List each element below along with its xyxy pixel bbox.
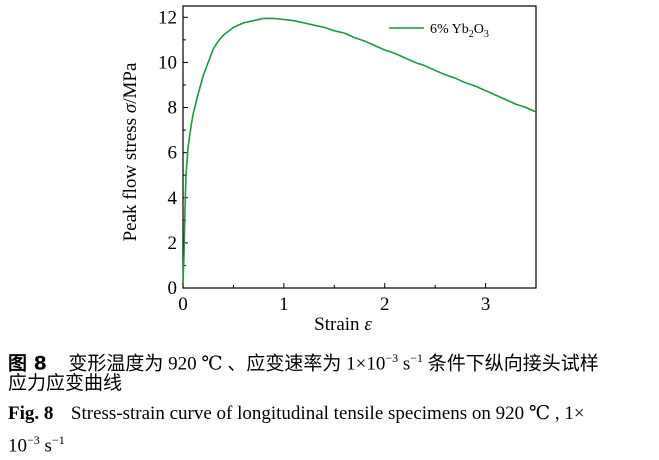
legend-label: 6% Yb2O3 <box>430 22 489 40</box>
caption-cn-line1: 图 8 变形温度为 920 ℃ 、应变速率为 1×10−3 s−1 条件下纵向接… <box>8 346 599 376</box>
caption-cn-rest: 条件下纵向接头试样 <box>423 353 599 375</box>
y-tick-label: 0 <box>168 278 178 299</box>
legend: 6% Yb2O3 <box>389 22 489 40</box>
series-layer <box>182 17 537 284</box>
caption-en-unit: s <box>39 435 52 457</box>
plot-frame <box>182 5 537 289</box>
caption-en-text: Stress-strain curve of longitudinal tens… <box>70 403 585 424</box>
y-axis-label: Peak flow stress σ/MPa <box>120 62 141 241</box>
caption-cn-unit: s <box>398 353 411 375</box>
axes <box>182 5 537 289</box>
x-tick-label: 3 <box>481 294 491 315</box>
caption-cn-text: 变形温度为 920 ℃ 、应变速率为 1×10 <box>68 353 386 375</box>
caption-cn-line2: 应力应变曲线 <box>8 373 123 394</box>
x-tick-label: 0 <box>178 294 188 315</box>
y-tick-label: 12 <box>158 7 177 28</box>
caption-en-line1: Fig. 8 Stress-strain curve of longitudin… <box>8 402 585 426</box>
caption-en-unit-exp: −1 <box>51 433 65 447</box>
y-tick-label: 4 <box>168 188 178 209</box>
x-axis-label: Strain ε <box>314 314 372 335</box>
x-tick-label: 2 <box>380 294 390 315</box>
y-tick-label: 6 <box>168 143 178 164</box>
y-tick-label: 10 <box>158 52 177 73</box>
y-tick-label: 2 <box>168 233 178 254</box>
y-tick-label: 8 <box>168 98 178 119</box>
caption-cn-label: 图 8 <box>8 352 47 375</box>
caption-en-label: Fig. 8 <box>8 403 54 424</box>
series-line-0 <box>182 17 537 284</box>
caption-en-exp: −3 <box>27 433 40 447</box>
caption-cn-exp: −3 <box>385 351 399 365</box>
x-tick-label: 1 <box>279 294 289 315</box>
caption-en-ten: 10 <box>8 435 27 457</box>
caption-en-line2: 10−3 s−1 <box>8 428 65 458</box>
caption-cn-unit-exp: −1 <box>410 351 424 365</box>
